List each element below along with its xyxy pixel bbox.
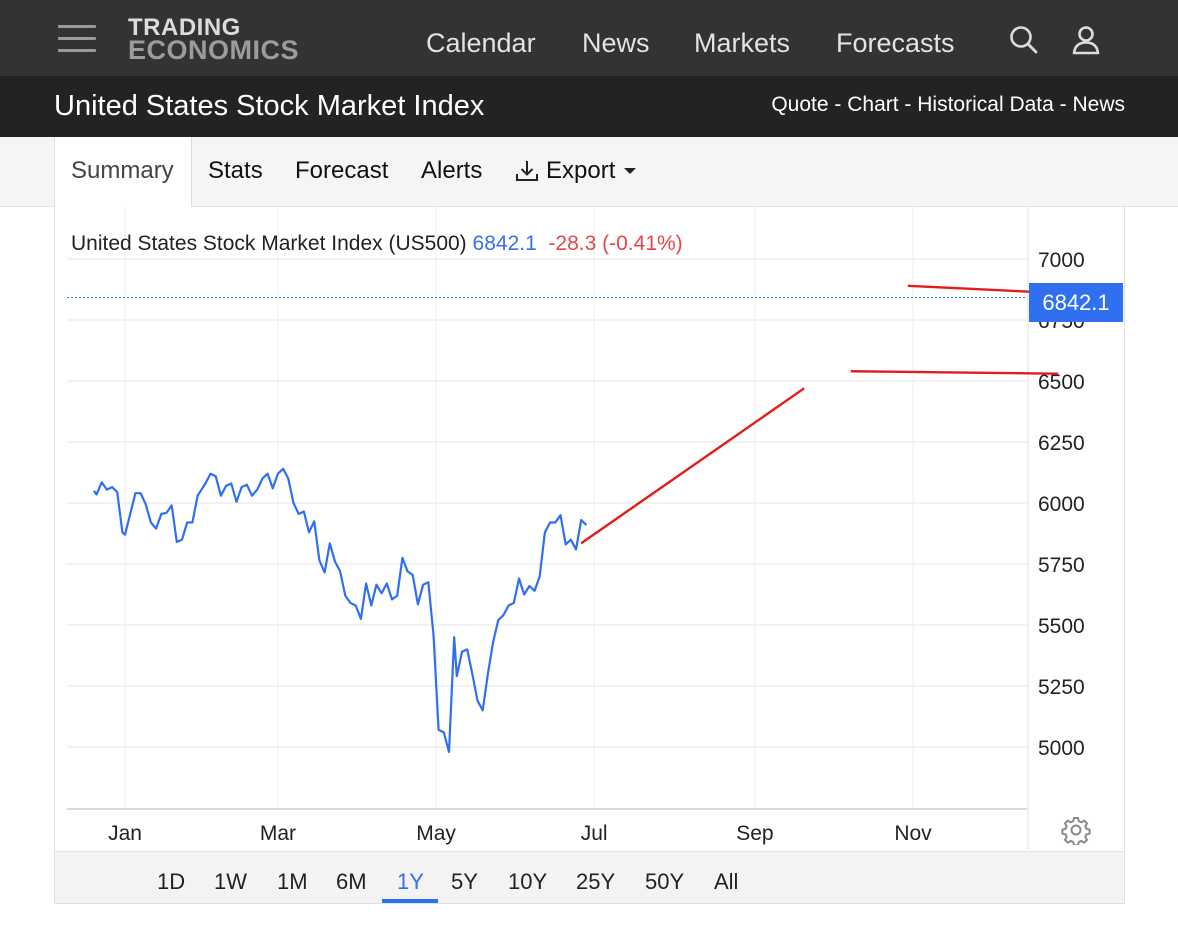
tab-summary[interactable]: Summary xyxy=(54,137,192,208)
logo[interactable]: TRADING ECONOMICS xyxy=(128,14,300,65)
range-10y[interactable]: 10Y xyxy=(508,869,548,894)
nav-calendar[interactable]: Calendar xyxy=(426,28,536,58)
y-tick-label: 5250 xyxy=(1038,676,1085,699)
menu-icon[interactable] xyxy=(58,25,96,55)
export-dropdown[interactable]: Export xyxy=(514,157,637,185)
y-tick-label: 5750 xyxy=(1038,554,1085,577)
range-1y[interactable]: 1Y xyxy=(397,869,424,894)
trendline xyxy=(580,387,805,545)
tab-summary-label: Summary xyxy=(71,157,174,184)
search-icon[interactable] xyxy=(1008,24,1040,56)
subnav-quote[interactable]: Quote xyxy=(771,93,829,116)
x-tick-label: Sep xyxy=(736,822,773,845)
series-line xyxy=(92,467,588,754)
subnav-historical-data[interactable]: Historical Data xyxy=(917,93,1054,116)
tab-alerts[interactable]: Alerts xyxy=(421,157,483,184)
gear-icon[interactable] xyxy=(1061,815,1091,845)
caret-down-icon xyxy=(624,168,637,174)
chart-series xyxy=(67,297,1027,754)
range-5y[interactable]: 5Y xyxy=(451,869,478,894)
range-25y[interactable]: 25Y xyxy=(576,869,616,894)
tab-forecast[interactable]: Forecast xyxy=(295,157,389,184)
y-tick-label: 6500 xyxy=(1038,371,1085,394)
tabs-bar xyxy=(0,137,1178,207)
trendlines xyxy=(580,284,1061,545)
legend-value: 6842.1 xyxy=(472,232,537,255)
x-tick-label: Jan xyxy=(108,822,142,845)
subnav-separator: - xyxy=(898,93,918,116)
range-6m[interactable]: 6M xyxy=(336,869,367,894)
range-selector xyxy=(55,851,1124,903)
legend-name: United States Stock Market Index (US500) xyxy=(71,232,467,255)
legend-change: -28.3 (-0.41%) xyxy=(548,232,683,255)
subnav-news[interactable]: News xyxy=(1072,93,1125,116)
subnav-separator: - xyxy=(1053,93,1073,116)
trendline xyxy=(850,370,1059,375)
active-range-indicator xyxy=(382,899,438,903)
tab-stats[interactable]: Stats xyxy=(208,157,263,184)
subnav-separator: - xyxy=(828,93,848,116)
y-tick-label: 5000 xyxy=(1038,737,1085,760)
subnav-links: Quote - Chart - Historical Data - News xyxy=(771,93,1125,117)
range-all[interactable]: All xyxy=(714,869,739,894)
y-tick-label: 5500 xyxy=(1038,615,1085,638)
logo-line2: ECONOMICS xyxy=(128,35,300,65)
range-1d[interactable]: 1D xyxy=(157,869,186,894)
chart-panel xyxy=(54,207,1125,904)
range-50y[interactable]: 50Y xyxy=(645,869,685,894)
range-1w[interactable]: 1W xyxy=(214,869,247,894)
page-title: United States Stock Market Index xyxy=(54,90,485,122)
download-icon xyxy=(516,161,538,181)
chart-axes: 500052505500575060006250650067507000JanM… xyxy=(67,207,1085,850)
last-price-tag: 6842.1 xyxy=(1029,283,1123,322)
x-tick-label: Jul xyxy=(581,822,608,845)
export-label: Export xyxy=(546,157,616,184)
x-tick-label: Mar xyxy=(260,822,296,845)
nav-forecasts[interactable]: Forecasts xyxy=(836,28,955,58)
chart-grid xyxy=(67,207,1027,808)
nav-markets[interactable]: Markets xyxy=(694,28,791,58)
range-1m[interactable]: 1M xyxy=(277,869,308,894)
x-tick-label: Nov xyxy=(894,822,932,845)
y-tick-label: 7000 xyxy=(1038,249,1085,272)
subnav-chart[interactable]: Chart xyxy=(847,93,899,116)
user-icon[interactable] xyxy=(1070,24,1102,56)
title-bar xyxy=(0,76,1178,137)
top-navbar xyxy=(0,0,1178,76)
chart-legend: United States Stock Market Index (US500)… xyxy=(71,232,683,256)
logo-line1: TRADING xyxy=(128,14,241,41)
y-tick-label: 6000 xyxy=(1038,493,1085,516)
y-tick-label: 6250 xyxy=(1038,432,1085,455)
x-tick-label: May xyxy=(416,822,456,845)
nav-news[interactable]: News xyxy=(582,28,650,58)
